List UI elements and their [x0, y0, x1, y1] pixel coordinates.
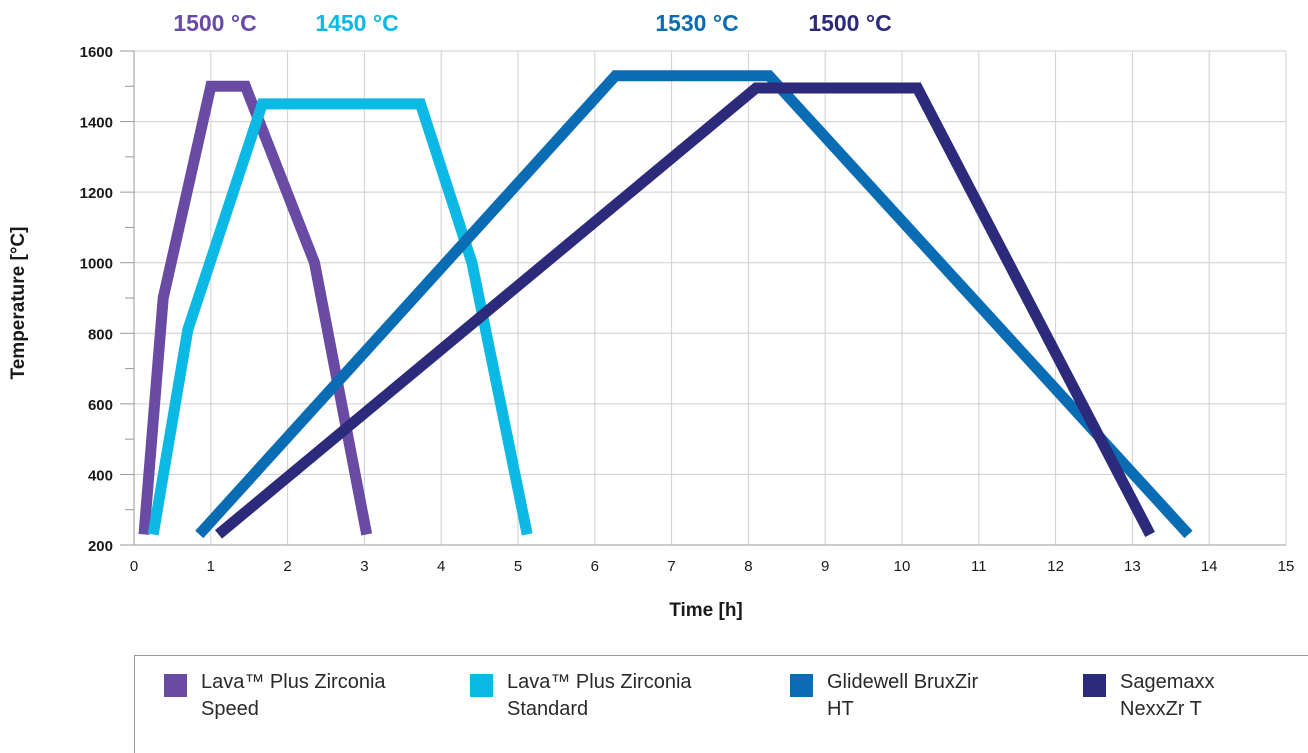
- x-axis-title: Time [h]: [669, 600, 743, 621]
- chart-legend: Lava™ Plus Zirconia Speed Lava™ Plus Zir…: [134, 655, 1308, 753]
- legend-swatch: [1083, 674, 1106, 697]
- legend-item-lava-standard: Lava™ Plus Zirconia Standard: [470, 669, 692, 723]
- x-tick-label: 1: [207, 558, 215, 575]
- x-tick-label: 2: [283, 558, 291, 575]
- peak-labels: 1500 °C 1450 °C 1530 °C 1500 °C: [173, 10, 891, 36]
- legend-swatch: [164, 674, 187, 697]
- series-line-4: [214, 82, 1155, 539]
- chart-grid: [134, 50, 1287, 545]
- x-tick-label: 0: [130, 558, 138, 575]
- legend-label: Sagemaxx NexxZr T: [1120, 671, 1215, 720]
- peak-label-2: 1450 °C: [315, 10, 398, 36]
- y-tick-label: 200: [88, 538, 113, 555]
- peak-label-4: 1500 °C: [808, 10, 891, 36]
- series-line-2: [147, 98, 533, 536]
- legend-label: Glidewell BruxZir HT: [827, 671, 979, 720]
- chart-series: [138, 70, 1193, 539]
- x-tick-label: 3: [360, 558, 368, 575]
- legend-label: Lava™ Plus Zirconia Standard: [507, 671, 692, 720]
- y-axis-ticks: 200 400 600 800 1000 1200 1400 1600: [80, 44, 113, 555]
- y-tick-label: 400: [88, 467, 113, 484]
- x-axis-ticks: 0 1 2 3 4 5 6 7 8 9 10 11 12 13 14 15: [130, 558, 1295, 575]
- legend-item-nexxzr: Sagemaxx NexxZr T: [1083, 669, 1215, 723]
- x-tick-label: 10: [894, 558, 911, 575]
- legend-label: Lava™ Plus Zirconia Speed: [201, 671, 386, 720]
- y-tick-label: 1600: [80, 44, 113, 61]
- y-tick-label: 1400: [80, 115, 113, 132]
- x-tick-label: 4: [437, 558, 445, 575]
- x-tick-label: 11: [971, 558, 987, 575]
- x-tick-label: 15: [1278, 558, 1295, 575]
- peak-label-3: 1530 °C: [655, 10, 738, 36]
- legend-swatch: [470, 674, 493, 697]
- series-line-1: [138, 80, 373, 536]
- peak-label-1: 1500 °C: [173, 10, 256, 36]
- y-tick-label: 1000: [80, 256, 113, 273]
- x-tick-label: 8: [744, 558, 752, 575]
- legend-item-bruxzir: Glidewell BruxZir HT: [790, 669, 978, 723]
- chart-axes: [120, 50, 1286, 546]
- x-tick-label: 5: [514, 558, 522, 575]
- y-tick-label: 600: [88, 397, 113, 414]
- x-tick-label: 12: [1047, 558, 1064, 575]
- series-line-3: [195, 70, 1193, 539]
- x-tick-label: 13: [1124, 558, 1141, 575]
- x-tick-label: 9: [821, 558, 829, 575]
- legend-item-lava-speed: Lava™ Plus Zirconia Speed: [164, 669, 386, 723]
- legend-swatch: [790, 674, 813, 697]
- y-tick-label: 800: [88, 326, 113, 343]
- x-tick-label: 6: [591, 558, 599, 575]
- y-tick-label: 1200: [80, 185, 113, 202]
- x-tick-label: 7: [667, 558, 675, 575]
- y-axis-title: Temperature [°C]: [8, 227, 29, 380]
- x-tick-label: 14: [1201, 558, 1218, 575]
